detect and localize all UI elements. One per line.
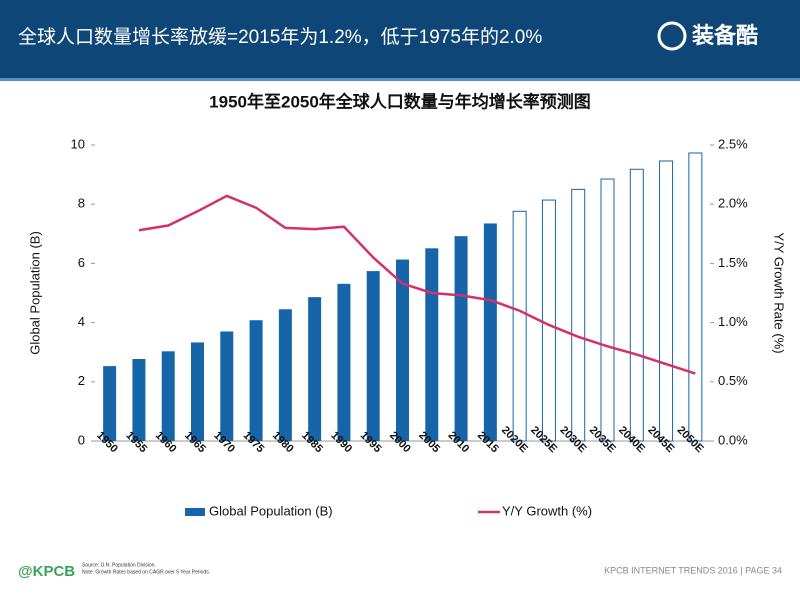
header-bar	[0, 0, 800, 78]
y-tick-label: 0	[78, 432, 85, 447]
bar	[659, 160, 674, 442]
y2-tick-label: 2.0%	[718, 196, 748, 211]
bar	[249, 320, 263, 441]
legend-label: Global Population (B)	[209, 503, 333, 518]
bar	[308, 297, 322, 441]
y2-tick-label: 1.5%	[718, 255, 748, 270]
bar	[425, 248, 439, 441]
bar	[600, 178, 615, 442]
bar	[191, 342, 204, 441]
footer-source: Source: U.N. Population Division.	[82, 562, 156, 568]
footer-brand: @KPCB	[18, 563, 75, 580]
bar	[337, 283, 351, 441]
legend-swatch	[185, 508, 205, 516]
y2-tick-label: 0.5%	[718, 373, 748, 388]
y-axis-label: Global Population (B)	[27, 231, 42, 355]
y2-tick-label: 1.0%	[718, 314, 748, 329]
bar	[629, 168, 644, 442]
y2-axis-label: Y/Y Growth Rate (%)	[772, 232, 787, 353]
y2-tick-label: 2.5%	[718, 136, 748, 151]
bar	[483, 223, 497, 441]
bar	[541, 199, 556, 442]
bar	[396, 259, 409, 441]
logo: 装备酷	[692, 23, 758, 48]
bar	[220, 331, 234, 441]
bar	[571, 188, 586, 442]
footer-page: KPCB INTERNET TRENDS 2016 | PAGE 34	[604, 565, 782, 575]
bar	[366, 271, 380, 441]
bar	[512, 210, 527, 442]
bar	[454, 236, 468, 441]
bar	[278, 309, 292, 441]
y-tick-label: 2	[78, 373, 85, 388]
bar	[688, 152, 703, 442]
logo-icon	[657, 21, 687, 51]
header-title: 全球人口数量增长率放缓=2015年为1.2%，低于1975年的2.0%	[18, 26, 542, 48]
chart-title: 1950年至2050年全球人口数量与年均增长率预测图	[209, 91, 591, 111]
bar	[132, 359, 146, 441]
y-tick-label: 8	[78, 196, 85, 211]
y-tick-label: 4	[78, 314, 85, 329]
y-tick-label: 6	[78, 255, 85, 270]
y-tick-label: 10	[71, 136, 85, 151]
legend-label: Y/Y Growth (%)	[502, 503, 592, 518]
line	[138, 194, 696, 375]
bar	[161, 351, 175, 441]
y2-tick-label: 0.0%	[718, 432, 748, 447]
footer-note: Note: Growth Rates based on CAGR over 5 …	[82, 569, 210, 575]
header-rule	[0, 78, 800, 81]
bar	[103, 366, 117, 441]
